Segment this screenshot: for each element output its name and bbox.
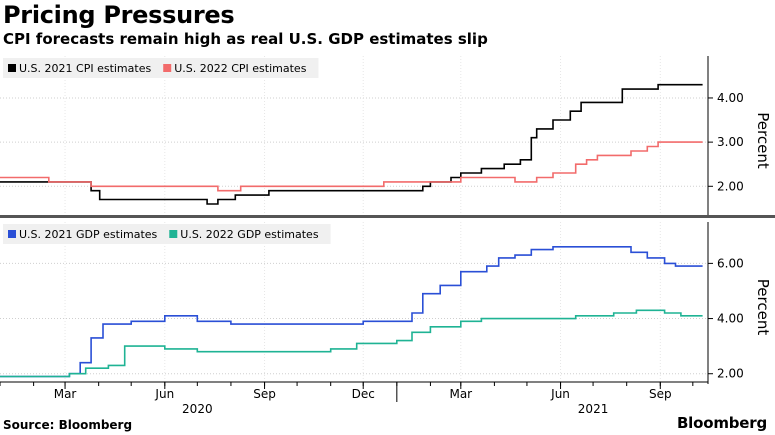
series-line-gdp-2022 xyxy=(0,309,703,378)
panel-divider xyxy=(0,215,775,218)
legend-entry: U.S. 2022 CPI estimates xyxy=(174,62,306,75)
x-tick-label: Mar xyxy=(449,387,472,401)
x-year-label: 2020 xyxy=(182,402,213,416)
y-tick-label: 2.00 xyxy=(717,367,744,381)
legend-background xyxy=(3,224,331,244)
x-tick-label: Jun xyxy=(550,387,570,401)
x-tick-label: Sep xyxy=(649,387,672,401)
series-line-cpi-2022 xyxy=(0,141,703,192)
brand-logo: Bloomberg xyxy=(676,414,767,432)
x-tick-label: Dec xyxy=(352,387,375,401)
legend-swatch xyxy=(169,230,178,238)
y-tick-label: 4.00 xyxy=(717,91,744,105)
series-line-gdp-2021 xyxy=(0,246,703,378)
x-year-label: 2021 xyxy=(578,402,609,416)
source-note: Source: Bloomberg xyxy=(3,418,133,432)
x-tick-label: Mar xyxy=(54,387,77,401)
x-tick-label: Jun xyxy=(154,387,174,401)
y-axis-label: Percent xyxy=(754,279,772,336)
panel-gdp: 2.00 4.00 6.00 Percent U.S. 2021 GDP estimat… xyxy=(0,222,772,384)
x-tick-label: Sep xyxy=(253,387,276,401)
y-tick-label: 3.00 xyxy=(717,135,744,149)
legend-swatch xyxy=(8,64,16,72)
panel-cpi: 2.00 3.00 4.00 Percent U.S. 2021 CPI estimat… xyxy=(0,56,772,215)
legend-entry: U.S. 2021 CPI estimates xyxy=(19,62,151,75)
legend-background xyxy=(3,58,319,78)
series-line-cpi-2021 xyxy=(0,83,703,205)
y-tick-label: 6.00 xyxy=(717,256,744,270)
y-tick-label: 4.00 xyxy=(717,312,744,326)
y-tick-label: 2.00 xyxy=(717,179,744,193)
y-axis-label: Percent xyxy=(754,112,772,169)
legend-entry: U.S. 2021 GDP estimates xyxy=(19,228,158,241)
legend-entry: U.S. 2022 GDP estimates xyxy=(180,228,319,241)
chart-subtitle: CPI forecasts remain high as real U.S. G… xyxy=(3,30,488,48)
legend-swatch xyxy=(8,230,16,238)
chart-title: Pricing Pressures xyxy=(3,1,235,29)
legend-swatch xyxy=(163,64,172,72)
